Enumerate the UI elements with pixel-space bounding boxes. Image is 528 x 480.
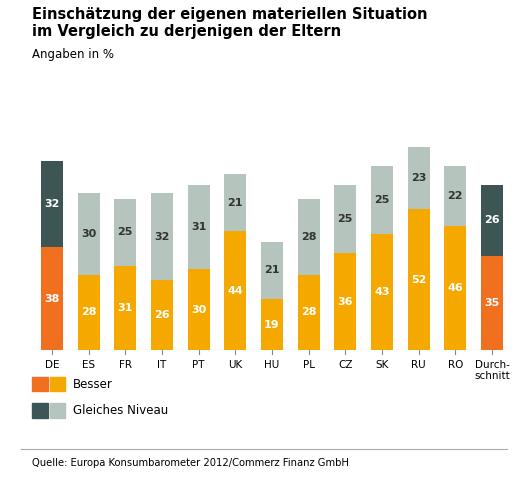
Text: Gleiches Niveau: Gleiches Niveau — [73, 404, 168, 417]
Bar — [298, 199, 319, 275]
Text: PT: PT — [192, 360, 205, 370]
Text: 21: 21 — [264, 265, 280, 276]
Bar — [114, 199, 136, 266]
Text: UK: UK — [228, 360, 242, 370]
Text: 30: 30 — [191, 305, 206, 315]
Text: DE: DE — [44, 360, 59, 370]
Text: 28: 28 — [301, 308, 316, 317]
Text: Einschätzung der eigenen materiellen Situation: Einschätzung der eigenen materiellen Sit… — [32, 7, 427, 22]
Text: 22: 22 — [448, 191, 463, 201]
Bar — [151, 280, 173, 350]
Bar — [114, 266, 136, 350]
Text: 21: 21 — [228, 198, 243, 208]
Text: 23: 23 — [411, 173, 426, 183]
Text: 32: 32 — [154, 231, 169, 241]
Bar — [444, 166, 466, 226]
Bar — [224, 231, 246, 350]
Text: HU: HU — [265, 360, 279, 370]
Bar — [298, 275, 319, 350]
Bar — [261, 242, 283, 299]
Bar — [334, 185, 356, 253]
Text: 38: 38 — [44, 294, 60, 304]
Text: 52: 52 — [411, 275, 426, 285]
Bar — [371, 234, 393, 350]
Text: 31: 31 — [191, 222, 206, 232]
Text: Quelle: Europa Konsumbarometer 2012/Commerz Finanz GmbH: Quelle: Europa Konsumbarometer 2012/Comm… — [32, 458, 348, 468]
Text: im Vergleich zu derjenigen der Eltern: im Vergleich zu derjenigen der Eltern — [32, 24, 341, 39]
Text: CZ: CZ — [338, 360, 353, 370]
Text: 26: 26 — [154, 310, 169, 320]
Text: 28: 28 — [301, 231, 316, 241]
Text: SK: SK — [375, 360, 389, 370]
Bar — [481, 185, 503, 255]
Bar — [224, 174, 246, 231]
Text: 25: 25 — [337, 214, 353, 224]
Bar — [187, 269, 210, 350]
Text: 31: 31 — [118, 303, 133, 313]
Bar — [408, 209, 430, 350]
Text: 28: 28 — [81, 308, 96, 317]
Text: PL: PL — [303, 360, 315, 370]
Bar — [41, 247, 63, 350]
Text: 35: 35 — [484, 298, 499, 308]
Text: 25: 25 — [374, 195, 390, 205]
Text: 19: 19 — [264, 320, 280, 330]
Bar — [187, 185, 210, 269]
Text: 26: 26 — [484, 216, 500, 225]
Bar — [371, 166, 393, 234]
Bar — [334, 253, 356, 350]
Bar — [261, 299, 283, 350]
Bar — [408, 147, 430, 209]
Text: 43: 43 — [374, 287, 390, 297]
Text: 30: 30 — [81, 229, 96, 239]
Text: Besser: Besser — [73, 377, 113, 391]
Bar — [78, 193, 100, 275]
Bar — [444, 226, 466, 350]
Text: Durch-
schnitt: Durch- schnitt — [474, 360, 510, 382]
Text: RO: RO — [448, 360, 463, 370]
Text: ES: ES — [82, 360, 95, 370]
Bar — [151, 193, 173, 280]
Text: IT: IT — [157, 360, 166, 370]
Text: 32: 32 — [44, 199, 60, 209]
Text: 25: 25 — [118, 228, 133, 238]
Text: 46: 46 — [447, 283, 463, 293]
Text: 36: 36 — [337, 297, 353, 307]
Bar — [41, 161, 63, 247]
Text: FR: FR — [119, 360, 131, 370]
Text: RU: RU — [411, 360, 426, 370]
Text: 44: 44 — [228, 286, 243, 296]
Bar — [481, 255, 503, 350]
Bar — [78, 275, 100, 350]
Text: Angaben in %: Angaben in % — [32, 48, 114, 61]
